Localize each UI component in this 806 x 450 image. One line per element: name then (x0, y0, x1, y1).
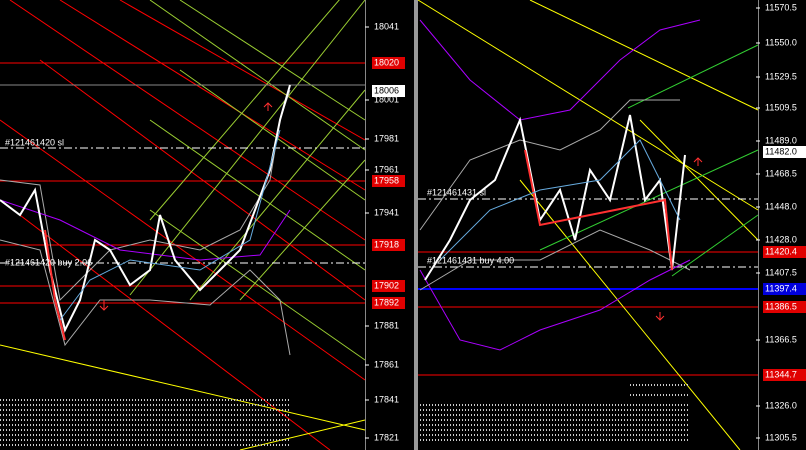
price-label: 11550.0 (765, 37, 797, 47)
price-tag-label: 11344.7 (765, 369, 797, 379)
price-label: 17861 (374, 359, 399, 369)
price-label: 18041 (374, 21, 399, 31)
price-label: 11448.0 (765, 201, 797, 211)
price-tag-label: 17892 (374, 297, 399, 307)
price-tag (763, 283, 806, 295)
price-label: 11428.0 (765, 234, 797, 244)
price-tag-label: 17902 (374, 280, 399, 290)
price-label: 17941 (374, 207, 399, 217)
axis-divider (758, 0, 759, 450)
price-tag (372, 57, 405, 69)
order-label: #121461431 sl (427, 187, 486, 197)
price-label: 11570.5 (765, 2, 797, 12)
price-label: 11529.5 (765, 71, 797, 81)
order-label: #121461420 buy 2.06 (5, 257, 92, 267)
price-tag-label: 11386.5 (765, 301, 797, 311)
price-label: 17821 (374, 432, 399, 442)
order-label: #121461420 sl (5, 137, 64, 147)
window-divider (414, 0, 418, 450)
price-label: 11326.0 (765, 400, 797, 410)
price-tag-label: 18020 (374, 57, 399, 67)
price-tag (372, 85, 405, 97)
price-tag-label: 18006 (374, 85, 399, 95)
price-label: 11366.5 (765, 334, 797, 344)
price-label: 18001 (374, 94, 399, 104)
price-tag (372, 280, 405, 292)
price-label: 17841 (374, 394, 399, 404)
price-tag (763, 246, 806, 258)
price-tag (763, 369, 806, 381)
price-label: 11489.0 (765, 135, 797, 145)
price-tag (372, 175, 405, 187)
price-label: 11468.5 (765, 168, 797, 178)
price-tag-label: 17918 (374, 239, 399, 249)
price-label: 11305.5 (765, 432, 797, 442)
price-tag (763, 301, 806, 313)
price-tag (372, 297, 405, 309)
axis-divider (365, 0, 366, 450)
price-tag-label: 11397.4 (765, 283, 797, 293)
volume (0, 384, 690, 446)
price-label: 17981 (374, 133, 399, 143)
left-chart-drawing (0, 0, 366, 450)
right-chart-drawing (417, 0, 759, 450)
price-tag (372, 239, 405, 251)
price-label: 11509.5 (765, 102, 797, 112)
price-tag (763, 146, 806, 158)
price-label: 17961 (374, 164, 399, 174)
price-tag-label: 11482.0 (765, 146, 797, 156)
price-tag-label: 17958 (374, 175, 399, 185)
price-label: 17881 (374, 320, 399, 330)
order-label: #121461431 buy 4.00 (427, 255, 514, 265)
price-label: 11407.5 (765, 267, 797, 277)
arrows (99, 102, 703, 321)
price-tag-label: 11420.4 (765, 246, 797, 256)
